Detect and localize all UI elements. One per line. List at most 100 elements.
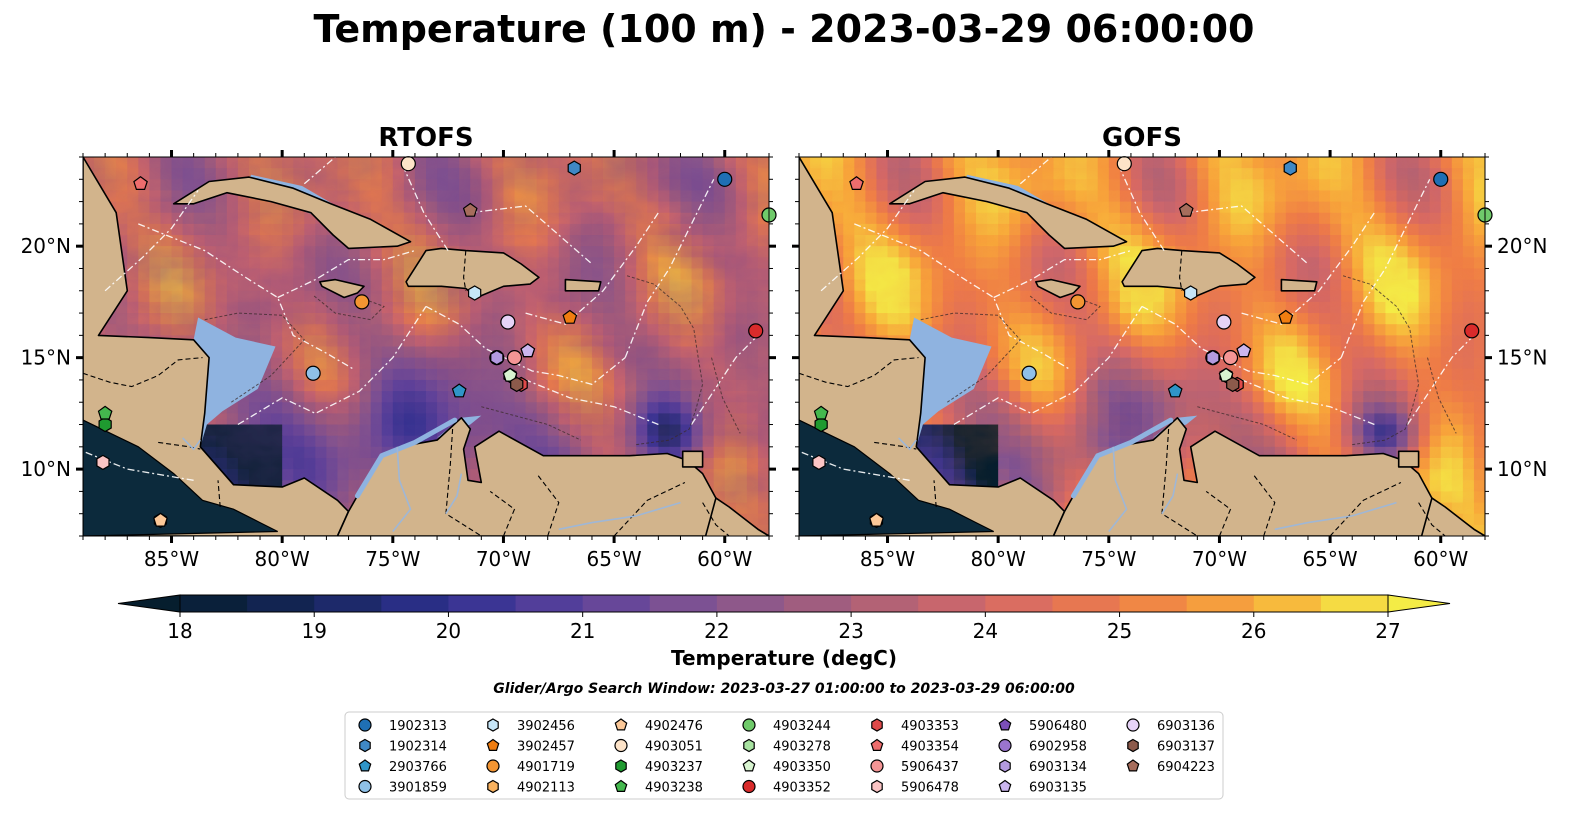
legend-entry-4902476: 4902476 — [645, 719, 703, 734]
colorbar-bin — [381, 595, 449, 612]
axis-ticks — [792, 150, 1492, 543]
legend-marker-4903244 — [742, 718, 756, 732]
legend-entry-2903766: 2903766 — [389, 760, 447, 775]
map-panels: 85°W 80°W 75°W 70°W 65°W 60°W 20°N 15°N 10°N RTOF… — [21, 123, 1548, 571]
marker-4903238 — [813, 405, 829, 420]
colorbar-bin — [851, 595, 919, 612]
marker-4902476 — [153, 512, 168, 527]
marker-4903237 — [814, 416, 828, 433]
legend-marker-4902476 — [614, 718, 628, 731]
axis-ticks — [76, 150, 776, 543]
marker-3902457 — [1278, 309, 1294, 324]
colorbar-frame — [179, 594, 1389, 613]
colorbar-bin — [985, 595, 1053, 612]
float-markers — [96, 156, 777, 529]
legend-entry-3902456: 3902456 — [517, 719, 575, 734]
legend-marker-6903134 — [999, 759, 1011, 773]
marker-6903137 — [510, 376, 524, 393]
marker-4903237 — [98, 416, 112, 433]
marker-4903051 — [400, 156, 416, 172]
country-borders — [799, 250, 1446, 536]
legend-entry-6902958: 6902958 — [1029, 740, 1087, 755]
panel-title: GOFS — [1102, 123, 1182, 153]
legend-marker-6902958 — [998, 738, 1012, 753]
legend-marker-6903137 — [1127, 738, 1139, 753]
colorbar-tick-label: 18 — [167, 619, 192, 643]
marker-6904223 — [462, 202, 478, 217]
lat-tick-label: 20°N — [1497, 234, 1547, 258]
marker-4903238 — [97, 405, 113, 420]
marker-6903134 — [1206, 349, 1220, 366]
legend-marker-6904223 — [1126, 759, 1140, 772]
marker-6904223 — [1178, 202, 1194, 217]
marker-4903051 — [1116, 156, 1132, 172]
marker-4901719 — [354, 294, 370, 310]
legend-marker-6903135 — [998, 779, 1012, 793]
marker-3901859 — [1021, 365, 1037, 381]
marker-6903134 — [490, 349, 504, 366]
colorbar-bin — [784, 595, 852, 612]
colorbar-tick-label: 22 — [704, 619, 729, 643]
panel-title: RTOFS — [378, 123, 473, 153]
legend-entry-4903278: 4903278 — [773, 740, 831, 755]
colorbar-bin — [1052, 595, 1121, 612]
legend-marker-4903350 — [742, 759, 756, 772]
colorbar-tick-label: 19 — [301, 619, 326, 643]
marker-4903352 — [1464, 323, 1480, 339]
legend-entry-5906437: 5906437 — [901, 760, 959, 775]
legend-marker-3902457 — [486, 738, 500, 752]
legend-marker-4903051 — [614, 738, 628, 753]
marker-4903354 — [849, 176, 864, 190]
legend-entry-4902113: 4902113 — [517, 781, 575, 796]
legend-marker-4902113 — [487, 779, 499, 794]
lat-tick-label: 10°N — [1497, 457, 1547, 481]
marker-1902314 — [1283, 160, 1297, 176]
colorbar-tick-label: 21 — [570, 619, 595, 643]
rivers — [182, 437, 681, 532]
marker-1902314 — [567, 160, 581, 176]
lon-tick-label: 65°W — [586, 547, 641, 571]
legend-entry-4903353: 4903353 — [901, 719, 959, 734]
legend-marker-5906437 — [870, 759, 884, 773]
colorbar-extend-high — [1387, 594, 1451, 613]
land — [83, 157, 769, 536]
colorbar-bin — [1186, 595, 1255, 612]
eez-boundaries — [799, 157, 1475, 481]
colorbar-tick-label: 27 — [1375, 619, 1400, 643]
marker-6903136 — [1216, 314, 1232, 330]
marker-2903766 — [1167, 383, 1183, 398]
land — [799, 157, 1485, 536]
legend: 1902313 1902314 2903766 3901859 3902456 39024… — [344, 711, 1224, 800]
marker-4903352 — [748, 323, 764, 339]
legend-entry-6903136: 6903136 — [1157, 719, 1215, 734]
lat-tick-label: 20°N — [21, 234, 71, 258]
bathymetry-contours — [920, 274, 1457, 446]
colorbar-bin — [180, 595, 248, 612]
marker-6903137 — [1226, 376, 1240, 393]
marker-1902313 — [717, 171, 733, 187]
legend-entry-3901859: 3901859 — [389, 781, 447, 796]
panel-gofs: 85°W 80°W 75°W 70°W 65°W 60°W 20°N 15°N 10°N GOFS — [792, 123, 1547, 571]
colorbar-bin — [1320, 595, 1389, 612]
marker-3902456 — [468, 285, 482, 301]
figure-title: Temperature (100 m) - 2023-03-29 06:00:0… — [313, 7, 1254, 51]
legend-entry-3902457: 3902457 — [517, 740, 575, 755]
colorbar-label: Temperature (degC) — [671, 646, 897, 670]
legend-marker-4903353 — [871, 718, 883, 732]
legend-marker-4903238 — [614, 779, 628, 793]
legend-entry-6904223: 6904223 — [1157, 760, 1215, 775]
legend-entry-4903244: 4903244 — [773, 719, 831, 734]
legend-entry-1902314: 1902314 — [389, 740, 447, 755]
lon-tick-label: 70°W — [476, 547, 531, 571]
axes-frame — [798, 156, 1486, 537]
colorbar-bin — [716, 595, 785, 612]
legend-marker-5906478 — [871, 779, 883, 794]
colorbar-bin — [1253, 595, 1322, 612]
legend-marker-4901719 — [486, 759, 500, 773]
legend-marker-3901859 — [358, 779, 372, 794]
colorbar: 18 19 20 21 22 23 24 25 26 27 — [117, 594, 1451, 643]
colorbar-tick-label: 25 — [1107, 619, 1132, 643]
colorbar-extend-low — [117, 594, 181, 613]
legend-entry-4903354: 4903354 — [901, 740, 959, 755]
marker-5906478 — [812, 454, 826, 471]
